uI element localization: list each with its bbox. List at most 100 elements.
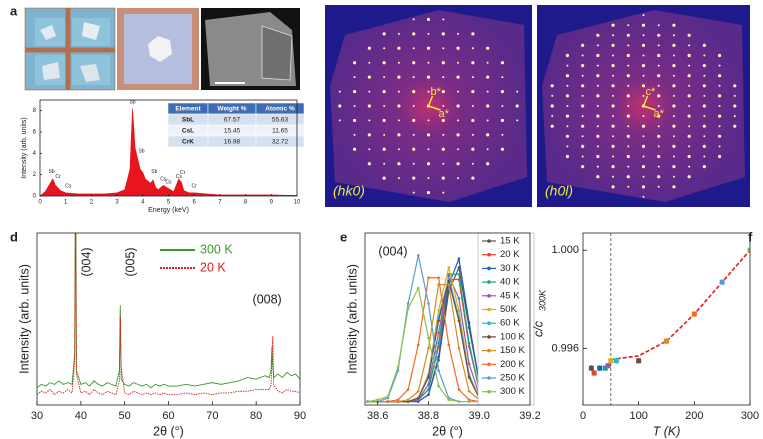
diffraction-spot [442,191,445,194]
diffraction-spot [352,61,357,65]
diffraction-spot [397,119,400,122]
data-point [664,338,669,344]
diffraction-spot [687,33,691,37]
diffraction-spot [442,76,445,79]
diffraction-spot [457,90,460,93]
diffraction-spot [642,74,645,77]
diffraction-spot [703,94,706,97]
diffraction-spot [703,54,706,57]
diffraction-spot [353,133,356,136]
series-marker [427,393,430,396]
series-marker [447,266,451,269]
diffraction-spot [627,105,630,107]
diffraction-spot [657,33,661,37]
diffraction-spot [672,54,675,57]
legend-marker [487,252,491,257]
diffraction-spot [703,135,706,138]
diffraction-spot [672,94,675,97]
diffraction-spot [426,133,431,137]
peak-label: Cs [176,174,183,180]
diffraction-spot [412,89,416,94]
fit-line [610,249,750,361]
peak-label: Cs [65,184,72,190]
y-axis-label-group: Intensity (arb. units) [17,264,31,374]
diffraction-spot [717,74,722,78]
diffraction-spot [426,162,431,166]
diffraction-spot [441,176,445,180]
diffraction-spot [565,134,570,138]
series-marker [427,276,430,280]
diffraction-spot [353,105,356,107]
optical-image [117,8,199,90]
diffraction-spot [612,94,615,97]
diffraction-spot [566,84,569,87]
x-axis-label: 2θ (°) [153,424,184,438]
legend-marker [487,335,491,339]
diffraction-spot [397,46,401,50]
diffraction-spot [657,44,660,47]
series-marker [467,389,471,393]
peak-label: Cs [165,179,172,185]
diffraction-spot [687,175,691,179]
diffraction-spot [441,118,445,123]
diffraction-spot [486,104,490,108]
diffraction-spot [412,162,415,165]
y-tick-label: 1.000 [551,244,579,256]
data-point [608,358,614,364]
diffraction-spot [702,64,706,68]
diffraction-spot [627,84,630,87]
peak-label: Sb [129,99,135,105]
table-cell-text: 32.72 [272,139,289,146]
diffraction-spot [456,75,460,79]
diffraction-spot [353,76,356,79]
x-tick-label: 0 [580,410,586,422]
series-marker [457,319,461,323]
series-marker [457,297,461,300]
diffraction-spot [717,53,722,58]
legend-marker [487,348,491,353]
diffraction-spot [611,144,615,148]
axis-arrow [642,95,649,107]
diffraction-spot [486,133,490,137]
data-point [597,365,603,371]
series-marker [417,254,420,257]
diffraction-spot [688,125,691,128]
diffraction-spot [397,148,400,151]
diffraction-spot [500,89,505,94]
diffraction-spot [627,165,630,168]
diffraction-spot [427,148,430,151]
diffraction-spot [626,114,630,118]
peak-label: Sb [151,169,157,175]
legend-marker [487,389,491,394]
diffraction-spot [733,104,737,108]
axis-label: b* [431,86,442,98]
series-line [37,233,300,389]
diffraction-spot [471,176,475,180]
data-point [636,358,642,364]
series-marker [457,309,461,312]
diffraction-spot [687,94,691,98]
diffraction-spot [672,144,676,148]
diffraction-spot [626,74,630,78]
diffraction-spot [688,64,691,67]
optical-image [24,7,116,91]
plot-area [588,233,750,405]
diffraction-spot [382,118,386,123]
diffraction-spot [718,105,721,107]
diffraction-spot [626,94,630,98]
series-marker [437,331,440,335]
legend-marker [487,321,491,326]
x-tick-label: 0 [38,200,42,206]
diffraction-spot [642,195,645,198]
diffraction-spot [627,125,630,128]
table-header: Atomic % [265,106,295,113]
diffraction-spot [383,76,386,79]
diffraction-spot [627,24,630,27]
y-axis-label: Intensity (arb. units) [21,117,28,178]
diffraction-spot [657,105,660,107]
diffraction-spot [486,162,490,166]
axis-arrow [643,105,656,111]
diffraction-spot [733,124,737,128]
peak-label: Sb [138,149,144,155]
diffraction-spot [581,144,585,148]
